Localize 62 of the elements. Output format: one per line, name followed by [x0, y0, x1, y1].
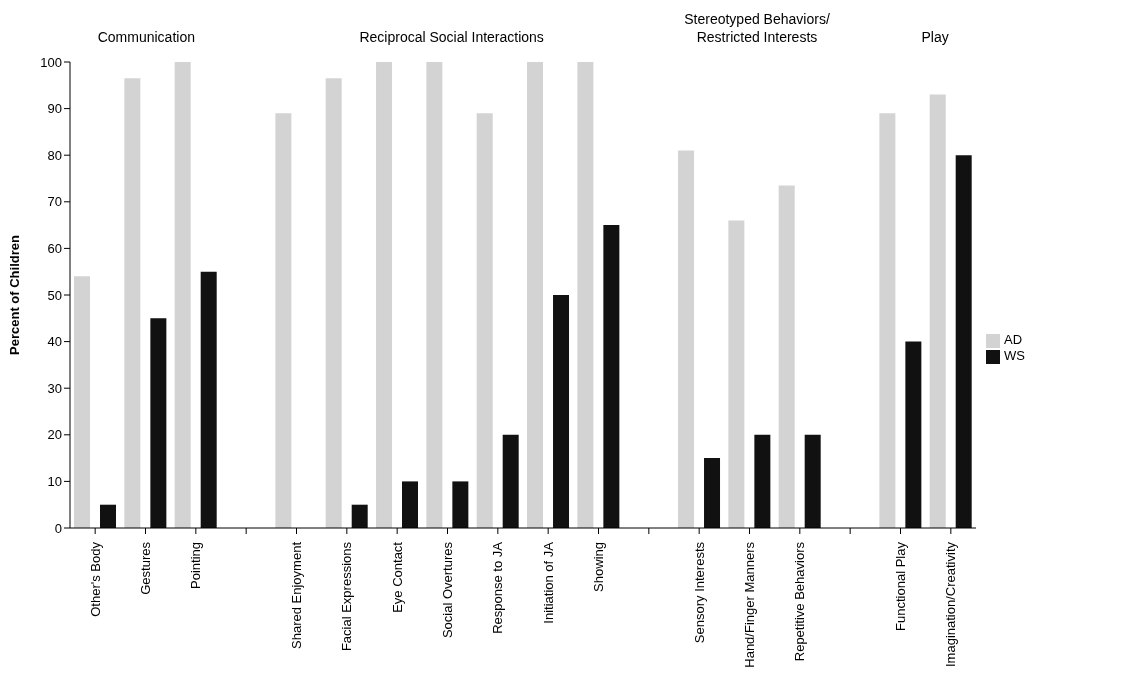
x-tick-label: Imagination/Creativity: [943, 541, 959, 667]
y-tick-label: 20: [47, 427, 62, 443]
y-tick-label: 100: [40, 54, 62, 70]
x-tick-label: Social Overtures: [440, 541, 455, 639]
y-tick-label: 90: [47, 101, 62, 117]
bar: [124, 78, 141, 528]
x-tick-label: Pointing: [188, 542, 204, 589]
x-tick-label: Showing: [591, 542, 606, 592]
bar: [325, 78, 342, 528]
bar: [678, 150, 695, 528]
bar: [74, 276, 91, 528]
bar: [402, 481, 419, 528]
bar: [603, 225, 620, 528]
x-tick-label: Other's Body: [87, 541, 103, 617]
bar: [527, 62, 544, 528]
y-tick-label: 0: [54, 520, 62, 536]
x-tick-label: Gestures: [138, 541, 153, 595]
y-tick-label: 70: [47, 194, 62, 210]
text: Communication: [96, 28, 196, 46]
bar: [577, 62, 594, 528]
bar: [804, 434, 821, 528]
y-tick-label: 80: [47, 147, 62, 163]
bar: [879, 113, 896, 528]
bar: [955, 155, 972, 528]
bar: [553, 295, 570, 528]
legend-label: AD: [1004, 332, 1023, 348]
text: Stereotyped Behaviors/ Restricted Interests: [683, 10, 831, 46]
y-tick-label: 40: [47, 334, 62, 350]
x-tick-label: Shared Enjoyment: [289, 541, 304, 649]
bar: [476, 113, 493, 528]
bar: [502, 434, 519, 528]
x-tick-label: Response to JA: [490, 541, 506, 634]
bar: [275, 113, 292, 528]
y-tick-label: 10: [47, 474, 62, 490]
y-tick-label: 60: [47, 241, 62, 257]
text: Reciprocal Social Interactions: [358, 28, 545, 46]
bar: [929, 94, 946, 528]
y-tick-label: 50: [47, 287, 62, 303]
bar: [376, 62, 393, 528]
x-tick-label: Functional Play: [893, 541, 908, 631]
x-tick-label: Facial Expressions: [339, 541, 355, 652]
bar: [100, 504, 117, 528]
bar: [150, 318, 167, 528]
bar: [351, 504, 368, 528]
bar: [728, 220, 745, 528]
x-tick-label: Repetitive Behaviors: [792, 541, 808, 662]
bar: [452, 481, 469, 528]
bar: [200, 271, 217, 528]
x-tick-label: Initiation of JA: [540, 541, 556, 624]
text: Play: [921, 29, 949, 45]
x-tick-label: Hand/Finger Manners: [742, 541, 757, 668]
bar: [778, 185, 795, 528]
x-tick-label: Eye Contact: [389, 541, 405, 613]
bar: [905, 341, 922, 528]
x-tick-label: Sensory Interests: [691, 541, 707, 644]
y-tick-label: 30: [47, 380, 62, 396]
bar: [426, 62, 443, 528]
bar: [754, 434, 771, 528]
bar: [704, 458, 721, 528]
bar: [174, 62, 191, 528]
legend-label: WS: [1004, 348, 1025, 363]
y-axis-title: Percent of Children: [6, 234, 22, 355]
